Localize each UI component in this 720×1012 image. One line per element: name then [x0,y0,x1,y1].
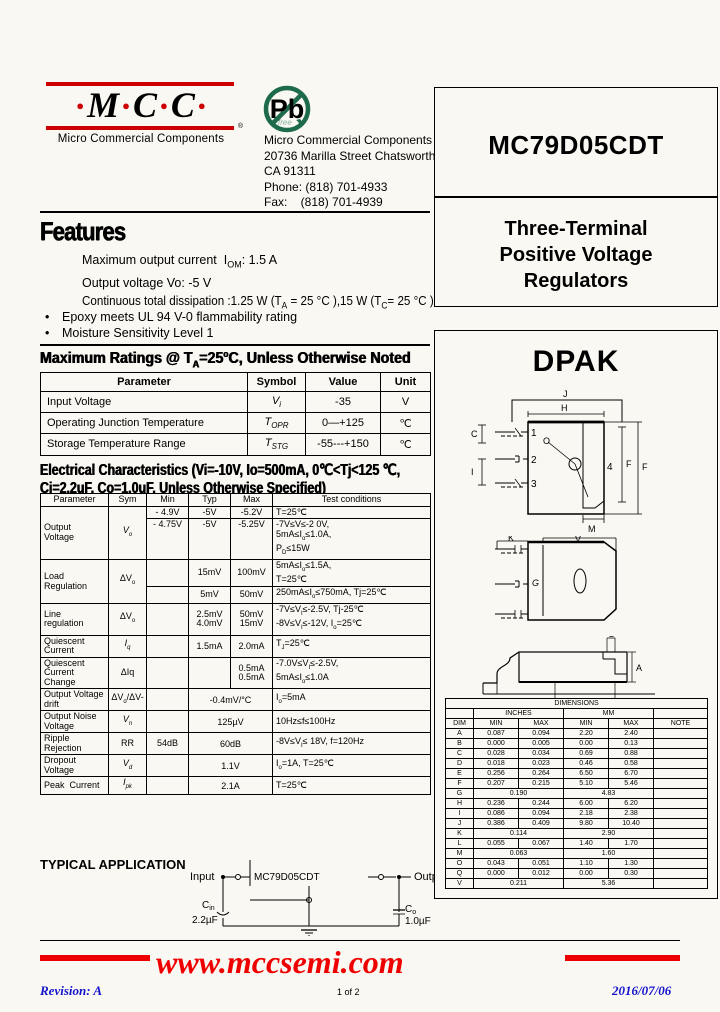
svg-text:M: M [588,524,596,534]
svg-text:Input: Input [190,871,214,883]
svg-text:2: 2 [531,455,537,466]
svg-text:4: 4 [607,462,613,473]
svg-text:1: 1 [531,428,537,439]
svg-text:MC79D05CDT: MC79D05CDT [254,872,320,883]
svg-text:Cin: Cin [202,900,215,912]
svg-text:2.2µF: 2.2µF [192,915,218,926]
svg-text:H: H [561,403,568,413]
svg-text:F: F [626,459,632,469]
svg-text:O: O [543,436,550,446]
svg-text:3: 3 [531,479,537,490]
svg-text:J: J [563,389,568,399]
svg-text:G: G [532,578,539,588]
svg-text:C: C [471,429,478,439]
svg-text:A: A [636,663,642,673]
svg-text:1.0µF: 1.0µF [405,916,431,927]
svg-text:I: I [471,467,474,477]
svg-text:Co: Co [405,904,416,916]
svg-text:V: V [575,536,581,544]
svg-text:K: K [508,536,514,543]
svg-text:G: G [608,636,615,639]
svg-text:F: F [642,462,648,472]
